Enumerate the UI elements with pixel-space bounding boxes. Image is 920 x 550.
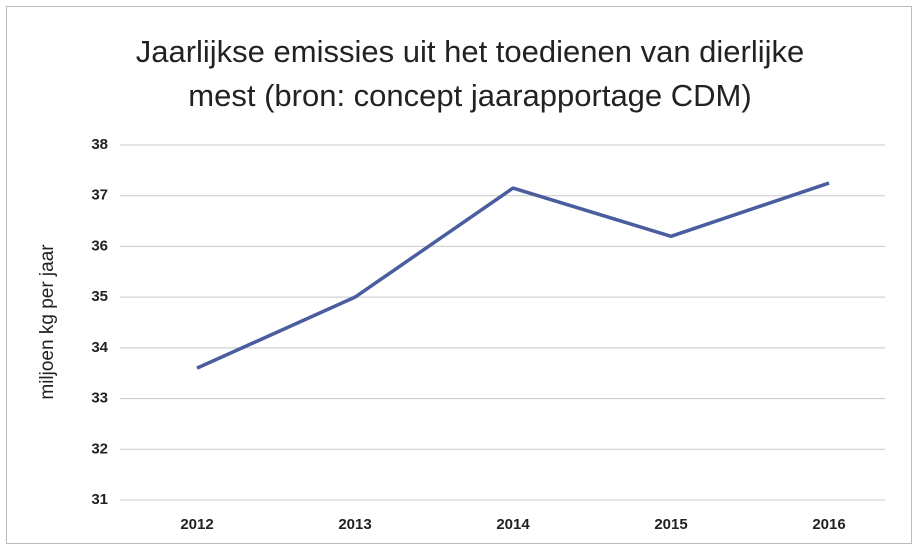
y-tick-label: 38 — [91, 136, 108, 153]
x-tick-label: 2016 — [812, 516, 845, 533]
chart-title: Jaarlijkse emissies uit het toedienen va… — [135, 34, 805, 113]
x-tick-label: 2015 — [654, 516, 687, 533]
data-line — [196, 181, 830, 370]
chart-frame — [6, 6, 912, 544]
x-tick-label: 2012 — [180, 516, 213, 533]
y-axis-label: miljoen kg per jaar — [37, 244, 58, 400]
y-tick-label: 31 — [91, 491, 108, 508]
y-tick-label: 36 — [91, 237, 108, 254]
x-tick-label: 2014 — [496, 516, 530, 533]
y-tick-label: 32 — [91, 440, 108, 457]
y-tick-label: 34 — [91, 339, 108, 356]
y-tick-label: 37 — [91, 187, 108, 204]
y-tick-label: 35 — [91, 288, 108, 305]
y-tick-label: 33 — [91, 390, 108, 407]
x-tick-label: 2013 — [338, 516, 371, 533]
